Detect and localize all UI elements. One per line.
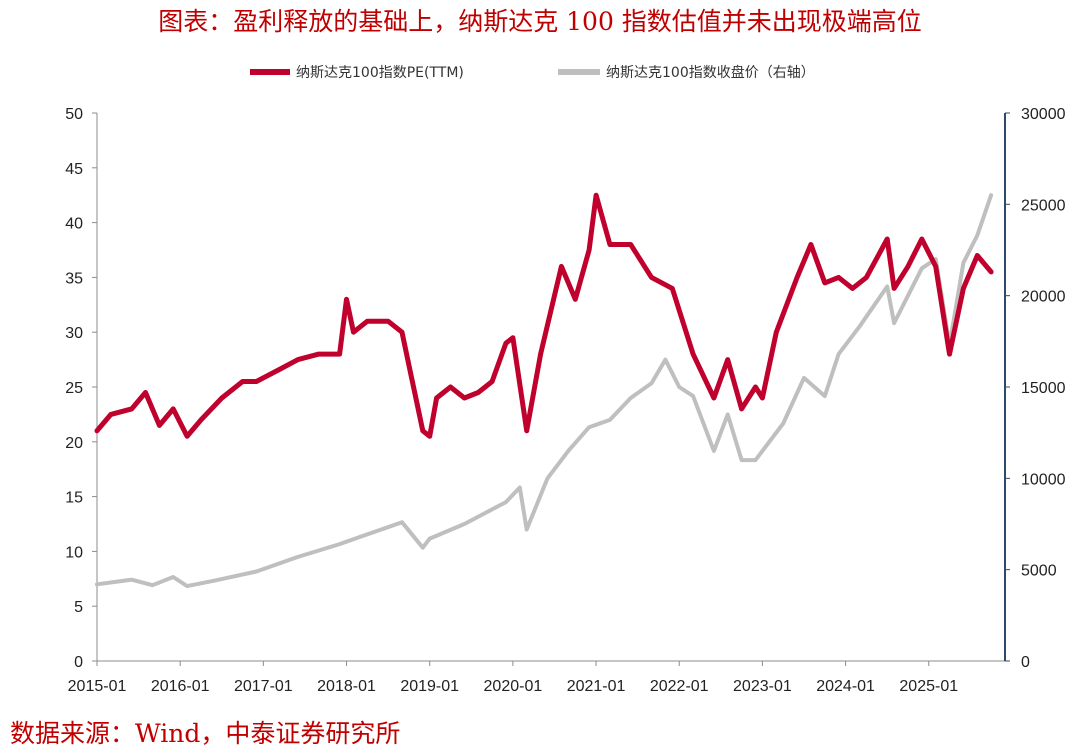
left-axis-tick-label: 20 [65,435,83,452]
x-axis-tick-label: 2016-01 [151,678,210,695]
x-axis-tick-label: 2015-01 [68,678,127,695]
left-axis-tick-label: 30 [65,325,83,342]
chart-title: 图表：盈利释放的基础上，纳斯达克 100 指数估值并未出现极端高位 [158,7,922,36]
right-axis-tick-label: 10000 [1021,471,1066,488]
x-axis-tick-label: 2018-01 [317,678,376,695]
left-axis-tick-label: 35 [65,270,83,287]
x-axis-tick-label: 2022-01 [650,678,709,695]
source-note: 数据来源：Wind，中泰证券研究所 [10,719,401,748]
series-line-close-price [95,193,994,589]
x-axis-tick-label: 2020-01 [484,678,543,695]
x-axis-tick-label: 2017-01 [234,678,293,695]
left-axis-tick-label: 50 [65,106,83,123]
right-axis-tick-label: 0 [1021,654,1030,671]
left-axis-tick-label: 40 [65,216,83,233]
x-axis-tick-label: 2023-01 [733,678,792,695]
x-axis-tick-label: 2019-01 [400,678,459,695]
x-axis-tick-label: 2025-01 [899,678,958,695]
right-axis-tick-label: 30000 [1021,106,1066,123]
left-axis-tick-label: 45 [65,161,83,178]
left-axis-tick-label: 0 [74,654,83,671]
right-axis-tick-label: 25000 [1021,197,1066,214]
left-axis-tick-label: 10 [65,544,83,561]
x-axis-tick-label: 2021-01 [567,678,626,695]
right-axis-tick-label: 15000 [1021,380,1066,397]
legend-item-close-price-label: 纳斯达克100指数收盘价（右轴） [606,64,815,81]
legend-item-pe-label: 纳斯达克100指数PE(TTM) [296,65,464,81]
x-axis-tick-label: 2024-01 [816,678,875,695]
left-axis-tick-label: 5 [74,599,83,616]
legend: 纳斯达克100指数PE(TTM) 纳斯达克100指数收盘价（右轴） [250,64,815,81]
right-axis-tick-label: 20000 [1021,289,1066,306]
left-axis-tick-label: 25 [65,380,83,397]
left-axis-tick-label: 15 [65,490,83,507]
right-axis-tick-label: 5000 [1021,563,1057,580]
series-line-pe [94,192,994,439]
